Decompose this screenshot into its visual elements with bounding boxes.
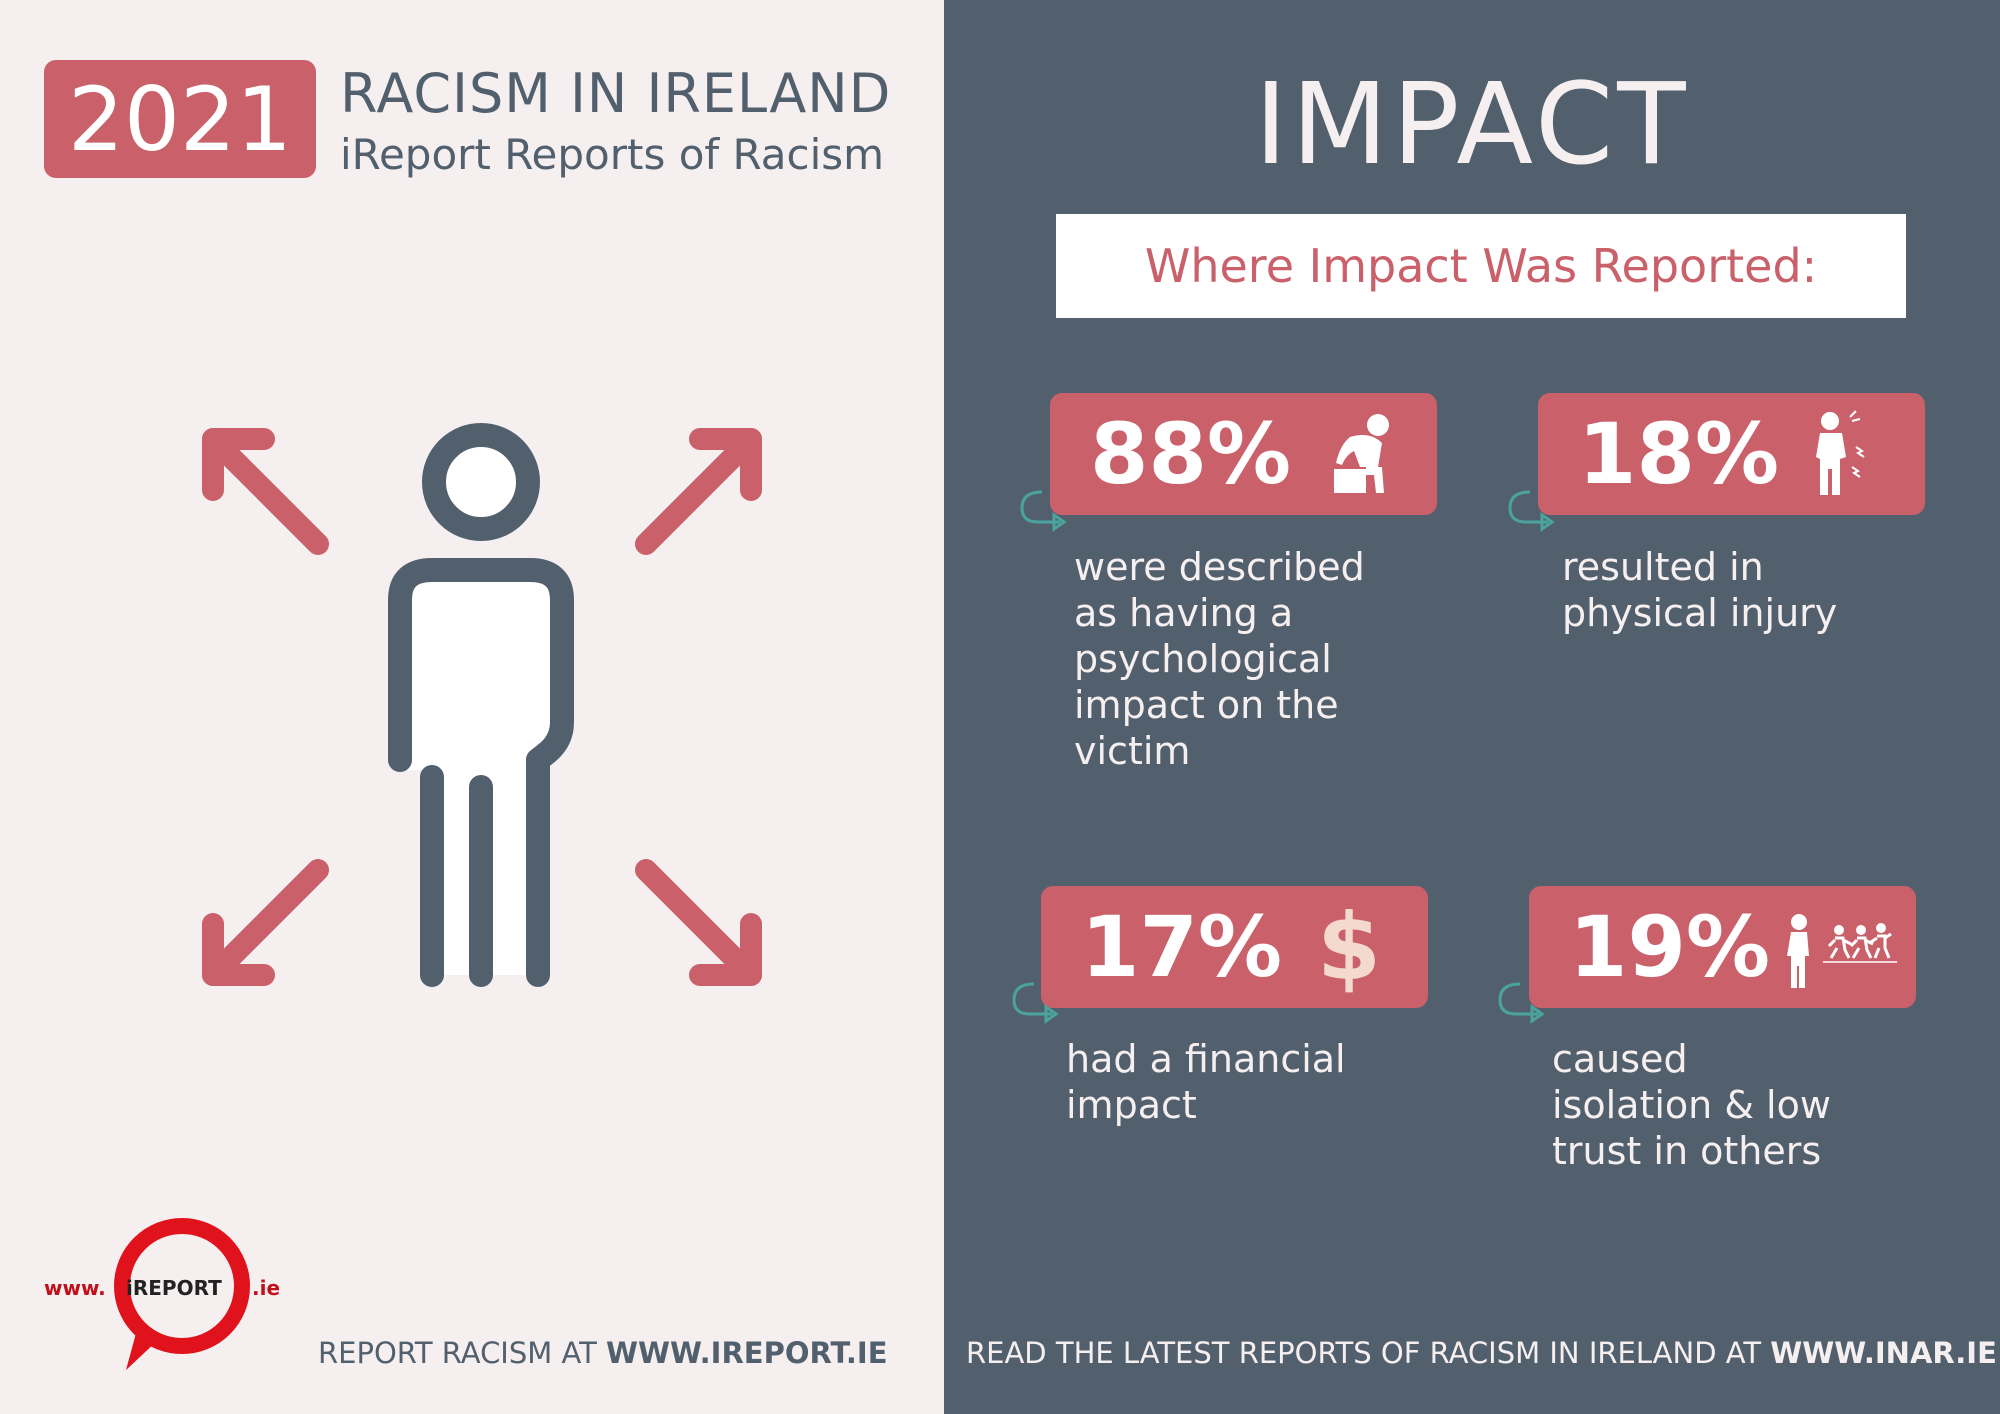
dollar-icon: $ [1317, 893, 1382, 1001]
logo-brand: iREPORT [126, 1276, 222, 1300]
footer-read-text: READ THE LATEST REPORTS OF RACISM IN IRE… [966, 1336, 1771, 1370]
ireport-logo[interactable]: www. iREPORT .ie [40, 1210, 290, 1380]
page-subtitle: iReport Reports of Racism [340, 130, 885, 179]
stat-card-financial: 17% $ [1041, 886, 1428, 1008]
stat-description: were described as having a psychological… [1074, 545, 1365, 773]
left-panel: 2021 RACISM IN IRELAND iReport Reports o… [0, 0, 944, 1414]
year-label: 2021 [68, 67, 292, 171]
arrow-down-right-icon [635, 859, 762, 986]
ireport-url-link[interactable]: WWW.IREPORT.IE [606, 1336, 888, 1370]
footer-report-link: REPORT RACISM AT WWW.IREPORT.IE [318, 1336, 888, 1370]
impact-heading: IMPACT [1254, 60, 1690, 190]
impact-subheading-box: Where Impact Was Reported: [1056, 214, 1906, 318]
arrow-up-right-icon [635, 428, 762, 555]
injured-person-icon [1816, 410, 1865, 495]
impact-subheading: Where Impact Was Reported: [1144, 239, 1818, 293]
arrow-down-left-icon [202, 859, 329, 986]
person-with-arrows-illustration [202, 423, 762, 987]
stat-card-psychological: 88% [1050, 393, 1437, 515]
turn-arrow-icon [1020, 490, 1067, 532]
turn-arrow-icon [1508, 490, 1555, 532]
stat-description: resulted in physical injury [1562, 545, 1838, 635]
year-badge: 2021 [44, 60, 316, 178]
footer-report-text: REPORT RACISM AT [318, 1336, 607, 1370]
right-panel: IMPACT Where Impact Was Reported: 88% we… [944, 0, 2000, 1414]
inar-url-link[interactable]: WWW.INAR.IE [1770, 1336, 1997, 1370]
arrow-up-left-icon [202, 428, 329, 555]
stat-percent: 88% [1090, 405, 1292, 503]
person-icon [388, 423, 574, 987]
logo-www: www. [44, 1276, 106, 1300]
turn-arrow-icon [1012, 982, 1059, 1024]
stat-percent: 17% [1081, 898, 1283, 996]
stat-description: caused isolation & low trust in others [1552, 1037, 1831, 1173]
stat-card-physical: 18% [1538, 393, 1925, 515]
stat-description: had a financial impact [1066, 1037, 1346, 1127]
turn-arrow-icon [1498, 982, 1545, 1024]
stat-percent: 19% [1569, 898, 1771, 996]
page-title: RACISM IN IRELAND [340, 62, 892, 125]
logo-ie: .ie [252, 1276, 281, 1300]
footer-read-link: READ THE LATEST REPORTS OF RACISM IN IRE… [966, 1336, 1997, 1370]
stat-percent: 18% [1578, 405, 1780, 503]
distressed-person-icon [1334, 414, 1389, 493]
isolated-person-icon [1787, 914, 1897, 988]
stat-card-isolation: 19% [1529, 886, 1916, 1008]
